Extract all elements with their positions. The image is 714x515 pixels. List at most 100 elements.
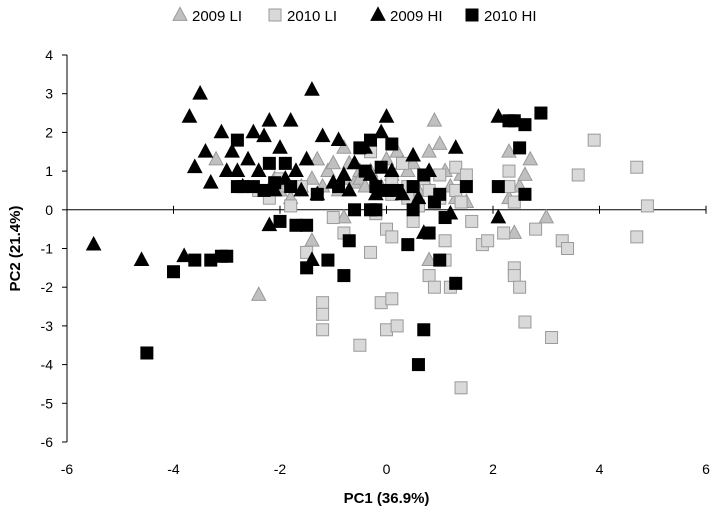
data-point-2010-li [364,245,378,259]
data-point-2010-li [459,168,473,182]
data-point-2009-hi [245,123,262,139]
data-point-2009-hi [383,162,400,177]
data-point-2009-hi [373,123,390,139]
data-point-2010-hi [518,118,532,132]
data-point-2009-li [336,208,352,224]
data-point-2009-li [426,112,443,127]
legend-marker-2009-li [172,6,188,21]
legend-item-2009-hi: 2009 HI [370,6,443,25]
data-point-2009-hi [447,139,464,154]
x-axis-title: PC1 (36.9%) [344,490,430,507]
x-axis-ticks: -6 -4 -2 0 2 4 6 [61,205,710,477]
y-tick-label: -6 [41,434,54,450]
data-point-2010-hi [518,187,532,201]
data-point-2010-li [497,226,511,240]
legend-marker-2010-hi [465,8,479,22]
data-point-2010-li [630,160,644,174]
data-point-2010-hi [390,183,404,197]
data-point-2010-hi [406,180,420,194]
data-point-2010-hi [364,133,378,147]
data-point-2010-hi [348,203,362,217]
data-point-2010-hi [422,226,436,240]
axes: -6 -5 -4 -3 -2 -1 0 1 2 3 4 -6 -4 -2 0 2 4 6 [41,47,711,477]
data-point-2009-li [304,170,320,185]
data-point-2009-hi [288,162,304,177]
data-point-2010-hi [342,234,356,248]
data-point-2009-hi [85,235,102,251]
data-point-2010-li [630,230,644,244]
data-point-2010-li [422,269,436,283]
data-point-2009-li [522,150,539,166]
data-point-2009-li [320,162,336,177]
data-point-2010-li [545,331,559,345]
x-tick-label: 6 [702,461,710,477]
data-point-2009-hi [330,131,347,147]
data-point-2010-li [571,168,585,182]
data-point-2010-hi [284,180,298,194]
data-point-2009-li [208,150,224,166]
data-point-2010-li [587,133,601,147]
data-point-2009-hi [293,181,310,197]
data-point-2010-hi [491,180,505,194]
data-point-2009-hi [250,162,267,177]
data-point-2010-li [385,230,399,244]
legend-marker-2009-hi [370,6,386,21]
series-2010-li [252,133,654,395]
data-point-2010-li [640,199,654,213]
y-tick-label: -5 [41,395,54,411]
data-point-2009-hi [282,112,299,127]
data-point-2009-hi [405,146,421,162]
data-point-2010-li [438,234,452,248]
legend-item-2010-hi: 2010 HI [465,8,537,25]
data-point-2009-hi [368,185,384,201]
data-point-2010-li [300,245,314,259]
data-point-2010-hi [406,203,420,217]
data-point-2009-li [421,251,437,266]
y-tick-label: 0 [45,202,53,218]
data-point-2009-li [309,150,326,166]
y-tick-label: 4 [45,47,53,63]
data-points [85,81,654,395]
data-point-2009-hi [176,247,192,263]
data-point-2009-hi [229,162,246,177]
data-point-2010-hi [433,253,447,267]
data-point-2009-li [517,166,533,181]
data-point-2010-li [326,211,340,225]
data-point-2010-hi [140,346,154,360]
x-tick-label: 2 [489,461,497,477]
data-point-2010-li [353,338,367,352]
y-tick-label: 3 [45,86,53,102]
data-point-2010-hi [401,238,415,252]
data-point-2009-hi [202,173,219,189]
legend: 2009 LI 2010 LI 2009 HI 2010 HI [172,6,537,25]
y-tick-label: -1 [41,241,54,257]
data-point-2010-hi [353,141,367,155]
data-point-2010-hi [230,133,244,147]
data-point-2010-li [561,242,575,255]
y-tick-label: -2 [41,279,54,295]
data-point-2010-hi [358,164,372,178]
data-point-2009-hi [213,123,230,139]
data-point-2009-hi [490,108,507,123]
data-point-2010-li [529,222,543,236]
data-point-2010-hi [300,218,314,232]
data-point-2009-hi [341,181,358,197]
data-point-2009-hi [218,162,235,177]
legend-label-2009-hi: 2009 HI [390,8,443,25]
data-point-2009-hi [378,108,395,123]
data-point-2009-hi [490,208,507,224]
x-tick-label: -2 [274,461,287,477]
data-point-2009-hi [192,84,208,100]
legend-item-2009-li: 2009 LI [172,6,242,25]
data-point-2009-hi [256,127,272,143]
y-axis-ticks: -6 -5 -4 -3 -2 -1 0 1 2 3 4 [41,47,67,450]
data-point-2010-hi [385,137,399,151]
data-point-2009-li [431,135,448,150]
y-tick-label: -3 [41,318,54,334]
data-point-2010-li [454,195,468,209]
data-point-2010-li [395,156,409,170]
data-point-2010-hi [300,261,314,275]
data-point-2010-li [390,319,404,333]
series-2010-hi [140,106,548,372]
